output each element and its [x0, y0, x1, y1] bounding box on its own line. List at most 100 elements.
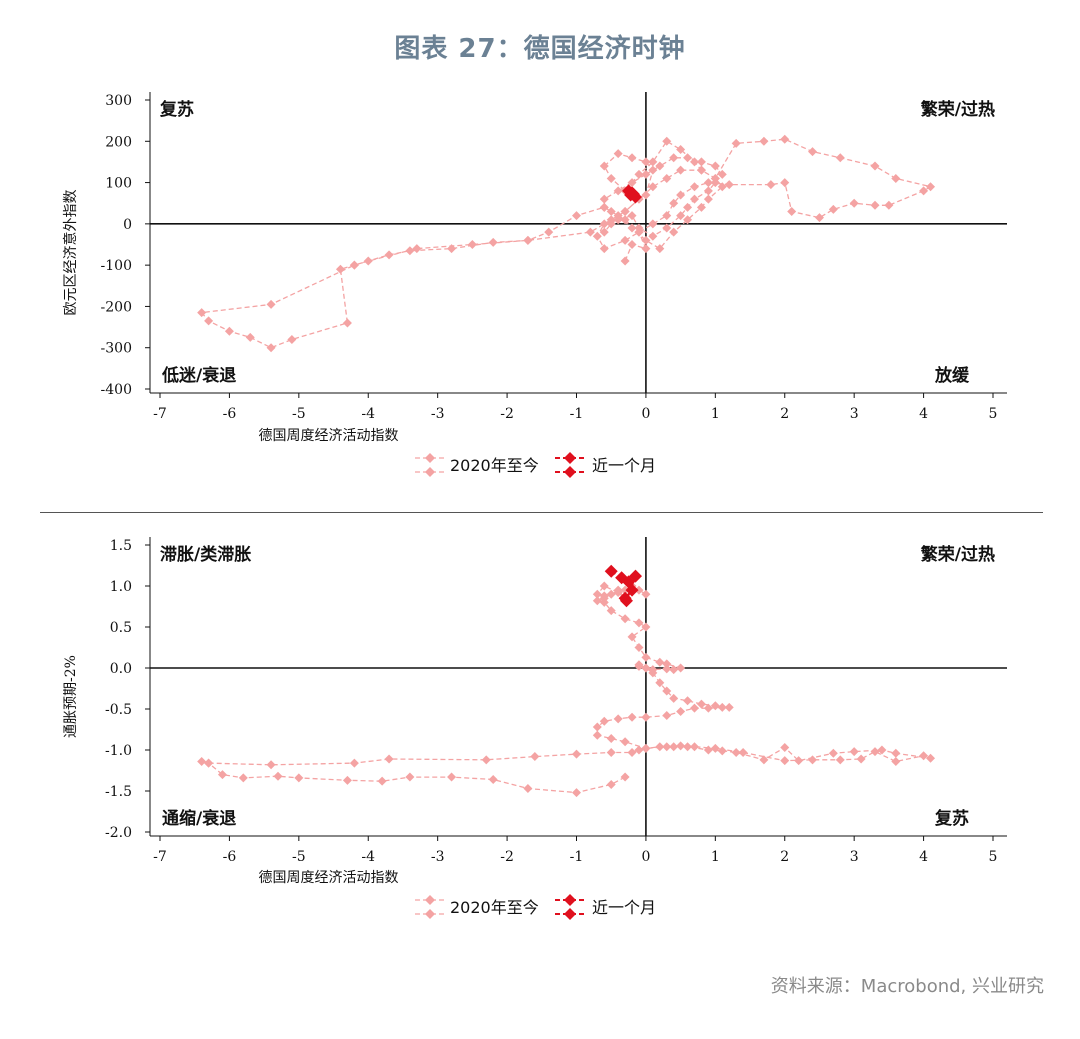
- x-tick-label: -3: [431, 849, 445, 865]
- x-tick-label: 2: [780, 849, 789, 865]
- history-point: [696, 202, 706, 212]
- history-point: [683, 742, 693, 752]
- y-tick-label: -100: [101, 258, 132, 274]
- history-point: [217, 770, 227, 780]
- history-point: [606, 747, 616, 757]
- x-tick-label: 0: [641, 406, 650, 422]
- history-point: [606, 734, 616, 744]
- history-point: [342, 318, 352, 328]
- history-point: [620, 737, 630, 747]
- history-point: [349, 758, 359, 768]
- history-point: [794, 756, 804, 766]
- history-point: [592, 231, 602, 241]
- history-point: [919, 186, 929, 196]
- chart-economic-clock-surprise: -400 -300 -200 -100 0 100 200 300 -7 -6 -5 -4 -3 -2 -1…: [62, 92, 1007, 478]
- history-point: [599, 202, 609, 212]
- history-point: [599, 716, 609, 726]
- history-point: [377, 776, 387, 786]
- history-point: [731, 138, 741, 148]
- history-point: [592, 730, 602, 740]
- x-tick-label: -2: [500, 849, 514, 865]
- history-point: [891, 173, 901, 183]
- history-point: [634, 223, 644, 233]
- x-tick-label: 1: [711, 849, 720, 865]
- history-point: [690, 182, 700, 192]
- history-point: [620, 585, 630, 595]
- recent-point: [604, 564, 618, 578]
- history-point: [405, 246, 415, 256]
- quadrant-label-top-right: 繁荣/过热: [920, 99, 995, 120]
- history-point: [835, 153, 845, 163]
- history-point: [731, 747, 741, 757]
- history-point: [641, 743, 651, 753]
- history-point: [891, 756, 901, 766]
- history-point: [627, 747, 637, 757]
- history-point: [627, 223, 637, 233]
- history-point: [891, 748, 901, 758]
- history-point: [523, 235, 533, 245]
- history-point: [662, 211, 672, 221]
- quadrant-label-bottom-right: 复苏: [934, 808, 969, 829]
- legend-history-label: 2020年至今: [450, 898, 539, 917]
- history-point: [197, 756, 207, 766]
- y-tick-label: -1.0: [105, 743, 132, 759]
- history-point: [620, 772, 630, 782]
- history-point: [710, 743, 720, 753]
- history-point: [447, 244, 457, 254]
- y-tick-label: 1.0: [110, 579, 132, 595]
- history-point: [627, 712, 637, 722]
- history-point: [662, 664, 672, 674]
- chart-economic-clock-inflation: -2.0 -1.5 -1.0 -0.5 0.0 0.5 1.0 1.5 -7 -6 -5 -4 -3 -2…: [63, 537, 1007, 920]
- history-point: [828, 748, 838, 758]
- history-point: [724, 702, 734, 712]
- y-tick-label: -0.5: [105, 702, 132, 718]
- source-note: 资料来源：Macrobond, 兴业研究: [770, 976, 1044, 997]
- history-point: [814, 213, 824, 223]
- history-point: [335, 264, 345, 274]
- history-point: [676, 211, 686, 221]
- history-point: [405, 772, 415, 782]
- history-point: [613, 186, 623, 196]
- history-point: [926, 182, 936, 192]
- x-tick-label: 4: [919, 406, 928, 422]
- history-point: [606, 173, 616, 183]
- history-point: [627, 240, 637, 249]
- history-point: [634, 745, 644, 755]
- history-point: [884, 200, 894, 210]
- history-point: [655, 161, 665, 171]
- quadrant-label-top-right: 繁荣/过热: [920, 544, 995, 565]
- history-point: [683, 215, 693, 225]
- history-point: [690, 742, 700, 752]
- history-point: [634, 585, 644, 595]
- history-point: [641, 169, 651, 179]
- history-series-line: [201, 585, 931, 794]
- history-point: [481, 755, 491, 765]
- y-tick-label: 0.5: [110, 620, 132, 636]
- history-point: [572, 788, 581, 798]
- history-point: [669, 198, 679, 208]
- history-point: [669, 693, 679, 703]
- recent-point: [626, 187, 640, 201]
- history-point: [606, 779, 616, 789]
- history-point: [613, 149, 623, 159]
- history-point: [766, 180, 776, 190]
- history-point: [627, 211, 637, 221]
- history-point: [641, 190, 651, 200]
- history-point: [592, 722, 602, 732]
- history-point: [703, 194, 713, 204]
- history-point: [641, 235, 651, 245]
- history-point: [599, 593, 609, 603]
- history-point: [606, 606, 616, 616]
- history-point: [627, 153, 637, 163]
- figure-title: 图表 27：德国经济时钟: [394, 34, 686, 64]
- history-point: [808, 755, 818, 765]
- history-point: [620, 614, 630, 624]
- history-point: [488, 237, 498, 247]
- history-point: [849, 747, 859, 757]
- history-point: [641, 622, 651, 632]
- history-point: [627, 178, 637, 188]
- divider: [40, 512, 1043, 513]
- history-point: [273, 771, 283, 781]
- history-point: [710, 701, 720, 711]
- history-point: [717, 182, 727, 192]
